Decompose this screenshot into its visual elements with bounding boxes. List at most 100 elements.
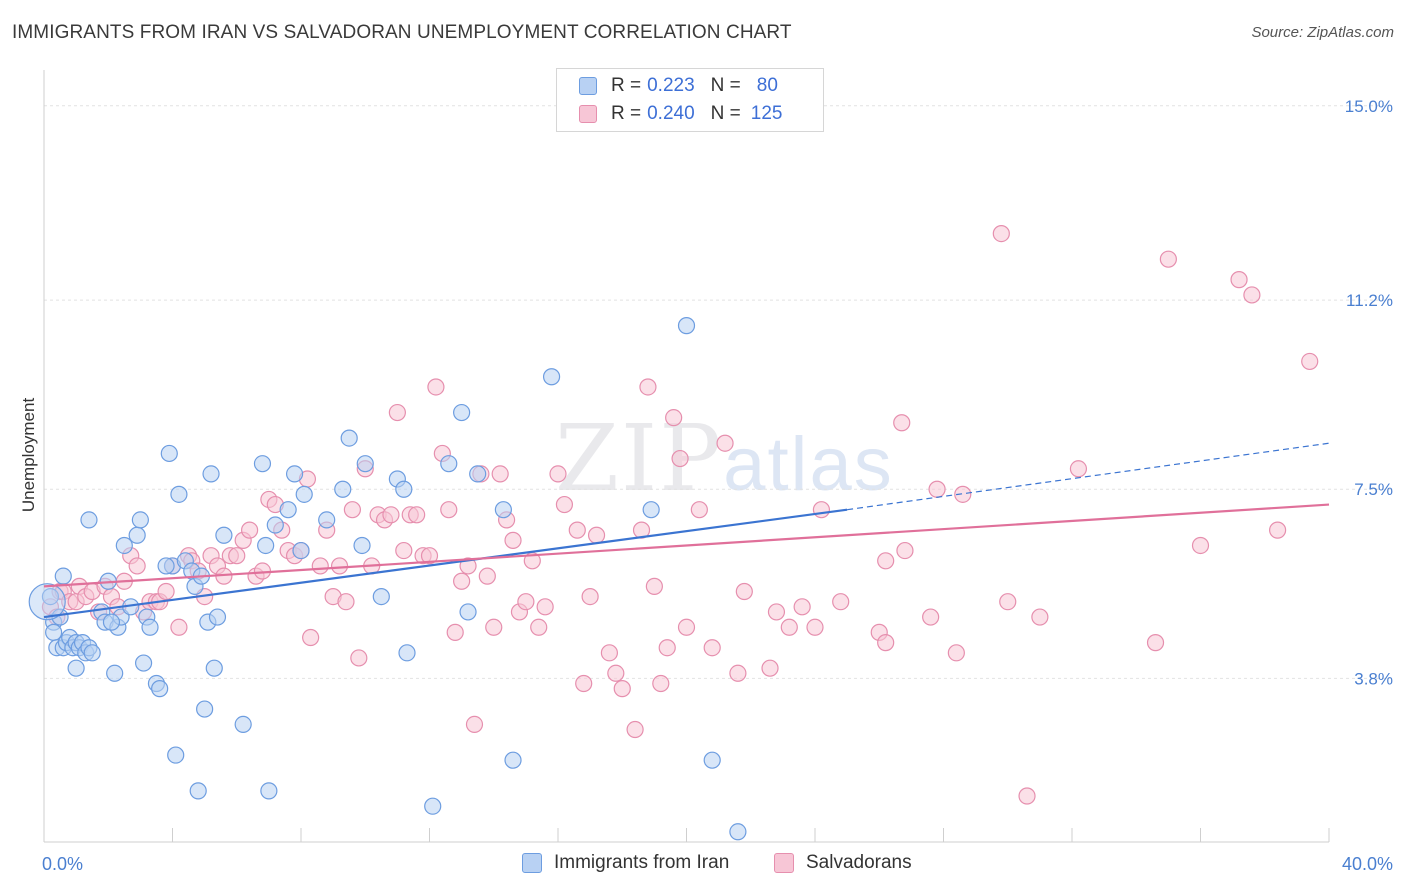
salvadorans-point	[228, 547, 246, 565]
watermark-zip: ZIP	[555, 405, 724, 512]
salvadorans-point	[1230, 271, 1248, 289]
salvadorans-point	[780, 618, 798, 636]
salvadorans-point	[1069, 460, 1088, 478]
iran-point	[141, 618, 159, 636]
iran-point	[494, 501, 512, 519]
iran-point	[295, 485, 313, 503]
salvadorans-point	[896, 541, 914, 560]
salvadorans-point	[735, 582, 753, 601]
salvadorans-point	[555, 495, 574, 514]
iran-trend-extension	[847, 442, 1330, 511]
iran-point	[160, 444, 178, 463]
salvadorans-point	[302, 628, 320, 647]
iran-point-large	[28, 583, 66, 621]
series-legend: Immigrants from Iran Salvadorans	[0, 852, 1406, 878]
salvadorans-point	[549, 465, 567, 483]
salvadorans-point	[1018, 787, 1036, 805]
iran-point	[170, 485, 188, 503]
iran-point	[128, 526, 146, 544]
salvadorans-point	[812, 501, 831, 519]
salvadorans-point	[575, 674, 593, 693]
salvadorans-point	[1191, 536, 1210, 555]
watermark: ZIPatlas	[555, 405, 894, 512]
correlation-legend: R = 0.223 N = 80 R = 0.240 N = 125	[556, 68, 824, 132]
legend-n-label: N =	[710, 75, 741, 96]
iran-trend-line	[43, 508, 848, 619]
iran-point	[292, 541, 310, 560]
salvadorans-point	[690, 501, 708, 519]
salvadorans-point	[587, 526, 606, 544]
iran-point	[356, 455, 374, 473]
legend-r-value: 0.223	[647, 75, 695, 96]
iran-point	[196, 700, 214, 718]
chart-title: IMMIGRANTS FROM IRAN VS SALVADORAN UNEMP…	[12, 22, 792, 43]
salvadorans-point	[729, 664, 747, 682]
iran-point	[106, 664, 124, 682]
salvadorans-point	[1268, 521, 1287, 539]
salvadorans-point	[241, 521, 259, 539]
source-label: Source: ZipAtlas.com	[1251, 24, 1394, 41]
salvadorans-point	[677, 618, 696, 636]
y-tick-label: 11.2%	[1346, 291, 1393, 310]
legend-row-salvadorans: R = 0.240 N = 125	[579, 102, 782, 126]
salvadorans-point	[761, 659, 779, 677]
salvadorans-point	[157, 582, 175, 601]
iran-point	[205, 659, 223, 677]
iran-point	[102, 613, 121, 631]
salvadorans-point	[954, 485, 972, 503]
y-tick-label: 7.5%	[1354, 480, 1393, 499]
salvadorans-point	[947, 644, 965, 662]
legend-n-label: N =	[710, 103, 741, 124]
iran-point	[208, 608, 227, 626]
legend-label-iran: Immigrants from Iran	[554, 852, 730, 873]
salvadorans-point	[128, 557, 146, 575]
legend-r-value: 0.240	[647, 103, 695, 124]
salvadorans-point	[703, 639, 721, 657]
iran-point	[260, 782, 278, 800]
salvadorans-point	[893, 414, 911, 432]
salvadorans-point	[478, 567, 496, 585]
iran-point	[729, 823, 747, 841]
salvadorans-point	[453, 572, 471, 590]
iran-point	[257, 536, 275, 555]
salvadorans-point	[992, 225, 1010, 243]
salvadorans-point	[626, 720, 644, 739]
salvadorans-point	[517, 593, 535, 611]
legend-item-salvadorans: Salvadorans	[774, 852, 912, 874]
iran-point	[318, 511, 336, 529]
salvadorans-point	[568, 521, 586, 539]
iran-point	[642, 501, 660, 519]
salvadorans-point	[388, 403, 406, 422]
iran-point	[469, 465, 487, 483]
x-tick-labels: 0.0% 40.0%	[42, 854, 1393, 874]
salvadorans-point	[658, 639, 676, 657]
salvadorans-point	[607, 664, 625, 682]
iran-point	[151, 680, 169, 698]
iran-point	[134, 654, 153, 672]
watermark-atlas: atlas	[723, 422, 894, 507]
salvadorans-point	[1243, 286, 1261, 304]
legend-r-label: R =	[611, 75, 642, 96]
iran-points	[28, 317, 747, 841]
axes	[43, 70, 1330, 843]
y-axis-label: Unemployment	[19, 398, 38, 513]
salvadorans-point	[465, 715, 484, 734]
y-tick-label: 3.8%	[1354, 669, 1393, 688]
salvadorans-point	[793, 598, 811, 616]
salvadorans-point	[1146, 634, 1165, 652]
iran-point	[215, 526, 233, 544]
salvadorans-point	[420, 547, 439, 565]
salvadorans-point	[1159, 250, 1177, 268]
salvadorans-points	[41, 225, 1319, 805]
salvadorans-point	[999, 593, 1017, 611]
iran-point	[54, 567, 72, 585]
salvadorans-point	[491, 465, 509, 483]
iran-point	[115, 536, 133, 555]
iran-point	[424, 797, 442, 815]
salvadorans-point	[343, 501, 361, 519]
legend-swatch-iran	[579, 77, 597, 95]
iran-point	[80, 511, 98, 529]
salvadorans-point	[665, 409, 683, 427]
salvadorans-point	[485, 618, 503, 636]
iran-point	[234, 715, 252, 734]
